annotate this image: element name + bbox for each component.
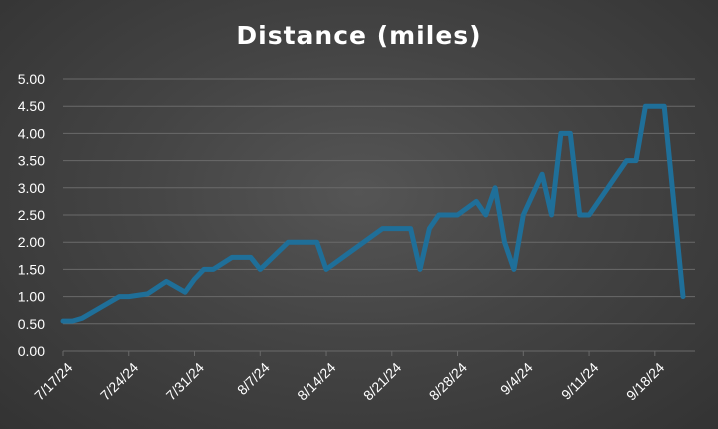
x-tick-label: 7/24/24 [97, 359, 141, 403]
chart-title: Distance (miles) [236, 21, 481, 50]
x-tick-label: 8/7/24 [234, 359, 273, 398]
y-tick-label: 1.50 [18, 261, 45, 277]
y-tick-label: 3.50 [18, 153, 45, 169]
y-tick-label: 4.50 [18, 98, 45, 114]
x-tick-label: 9/18/24 [623, 359, 667, 403]
x-tick-label: 9/11/24 [558, 359, 602, 403]
gridlines [63, 78, 695, 352]
x-tick-label: 7/31/24 [163, 359, 207, 403]
series-line [60, 103, 686, 324]
y-tick-label: 0.50 [18, 316, 45, 332]
y-tick-label: 4.00 [18, 125, 45, 141]
x-axis-ticks: 7/17/24 7/24/24 7/31/24 8/7/24 8/14/24 8/21/2… [31, 351, 667, 404]
y-axis-ticks: 0.00 0.50 1.00 1.50 2.00 2.50 3.00 3.50 4.00 4.50… [18, 71, 45, 359]
y-tick-label: 1.00 [18, 289, 45, 305]
x-tick-label: 8/28/24 [426, 359, 470, 403]
x-tick-label: 8/21/24 [360, 359, 404, 403]
series-group [60, 103, 686, 324]
y-tick-label: 3.00 [18, 180, 45, 196]
y-tick-label: 2.50 [18, 207, 45, 223]
x-tick-label: 8/14/24 [294, 359, 338, 403]
x-tick-label: 9/4/24 [497, 359, 536, 398]
y-tick-label: 5.00 [18, 71, 45, 87]
y-tick-label: 0.00 [18, 343, 45, 359]
y-tick-label: 2.00 [18, 234, 45, 250]
x-tick-label: 7/17/24 [31, 359, 75, 403]
